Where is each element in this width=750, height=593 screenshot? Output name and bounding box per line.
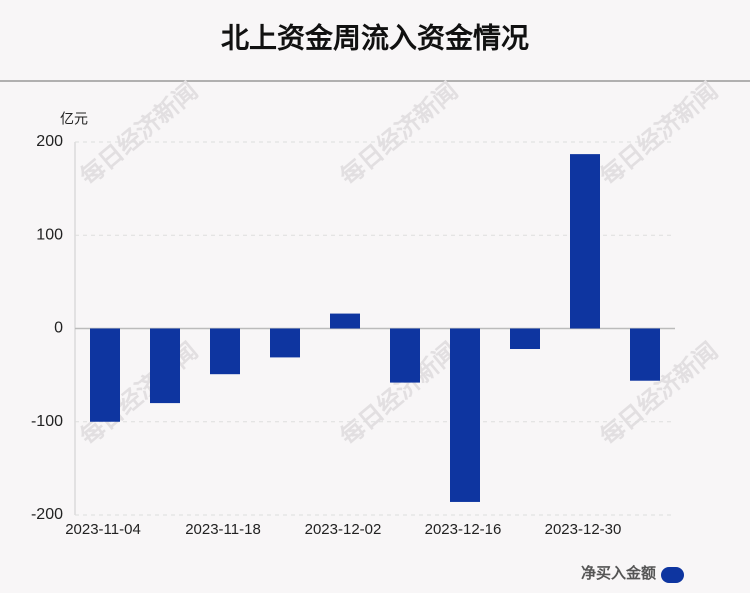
bar bbox=[150, 328, 180, 404]
y-tick-label: 0 bbox=[54, 320, 63, 337]
bar bbox=[450, 328, 480, 502]
x-tick-label: 2023-11-04 bbox=[65, 521, 141, 538]
x-tick-label: 2023-12-02 bbox=[305, 521, 382, 538]
bar bbox=[630, 328, 660, 381]
legend-label: 净买入金额 bbox=[581, 564, 656, 582]
bar bbox=[390, 328, 420, 383]
chart-title: 北上资金周流入资金情况 bbox=[221, 21, 529, 53]
x-tick-label: 2023-11-18 bbox=[185, 521, 261, 538]
bar bbox=[570, 154, 600, 329]
x-tick-label: 2023-12-16 bbox=[425, 521, 502, 538]
x-tick-label: 2023-12-30 bbox=[545, 521, 622, 538]
bar bbox=[510, 328, 540, 350]
y-tick-label: 100 bbox=[36, 226, 63, 243]
bar bbox=[90, 328, 120, 422]
y-tick-label: 200 bbox=[36, 133, 63, 150]
y-tick-label: -100 bbox=[31, 413, 63, 430]
bar bbox=[330, 313, 360, 329]
y-unit: 亿元 bbox=[60, 111, 88, 127]
y-tick-label: -200 bbox=[31, 506, 63, 523]
bar bbox=[270, 328, 300, 358]
bar bbox=[210, 328, 240, 375]
legend-swatch bbox=[661, 567, 684, 583]
